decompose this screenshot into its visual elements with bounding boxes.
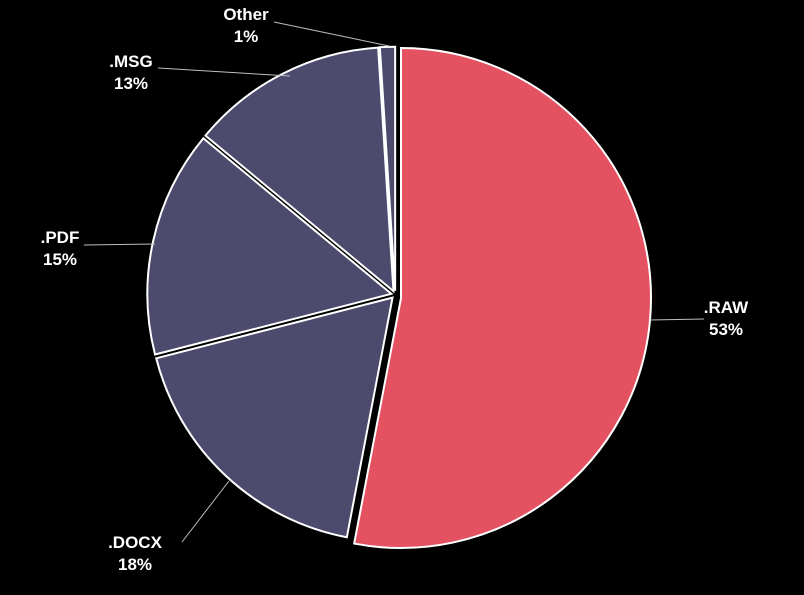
pie-slice-raw bbox=[352, 46, 652, 549]
pie-slice-pdf bbox=[146, 136, 394, 356]
leader-line-docx bbox=[181, 480, 230, 543]
slice-label-other: Other bbox=[223, 5, 269, 24]
slice-percent-docx: 18% bbox=[118, 555, 152, 574]
leader-line-raw bbox=[649, 318, 705, 321]
slice-label-docx: .DOCX bbox=[108, 533, 163, 552]
pie-slice-other bbox=[378, 45, 397, 291]
slice-label-msg: .MSG bbox=[109, 52, 152, 71]
leader-line-other bbox=[273, 21, 390, 47]
pie-slice-msg bbox=[204, 46, 395, 294]
slice-percent-msg: 13% bbox=[114, 74, 148, 93]
slice-label-raw: .RAW bbox=[704, 298, 749, 317]
slice-percent-raw: 53% bbox=[709, 320, 743, 339]
slice-label-pdf: .PDF bbox=[41, 228, 80, 247]
data-labels-layer: .RAW 53% .DOCX 18% .PDF 15% .MSG 13% Other 1% bbox=[41, 5, 750, 574]
slices-layer bbox=[146, 45, 652, 549]
leader-lines-layer bbox=[83, 21, 705, 543]
leader-line-pdf bbox=[83, 243, 156, 246]
leader-line-msg bbox=[157, 67, 291, 77]
pie-slice-docx bbox=[154, 296, 394, 539]
slice-percent-pdf: 15% bbox=[43, 250, 77, 269]
slice-percent-other: 1% bbox=[234, 27, 259, 46]
